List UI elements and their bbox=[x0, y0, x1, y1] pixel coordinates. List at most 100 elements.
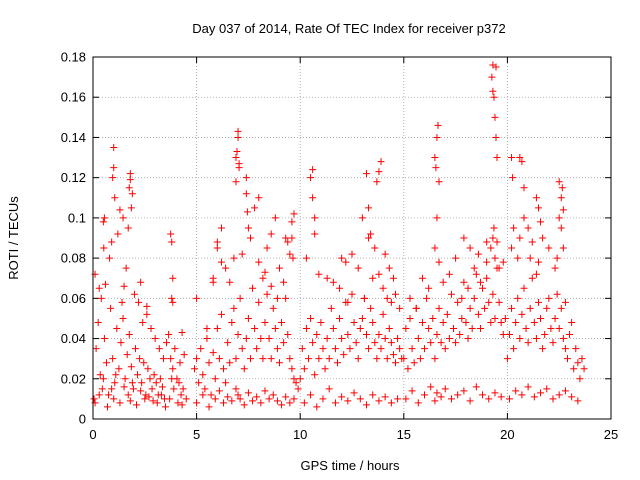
data-point bbox=[485, 298, 493, 306]
data-point bbox=[304, 355, 312, 363]
y-tick-labels: 0 0.02 0.04 0.06 0.08 0.1 0.12 0.14 0.16 0.18 bbox=[61, 50, 86, 427]
data-point bbox=[555, 391, 563, 399]
data-point bbox=[242, 335, 250, 343]
data-point bbox=[514, 254, 522, 262]
data-point bbox=[356, 395, 364, 403]
data-point bbox=[286, 355, 294, 363]
data-point bbox=[512, 318, 520, 326]
data-point bbox=[358, 314, 366, 322]
data-point bbox=[574, 359, 582, 367]
data-point bbox=[175, 379, 183, 387]
data-point bbox=[302, 254, 310, 262]
data-point bbox=[458, 314, 466, 322]
data-point bbox=[290, 375, 298, 383]
data-point bbox=[244, 224, 252, 232]
data-point bbox=[371, 244, 379, 252]
data-point bbox=[537, 218, 545, 226]
data-point bbox=[137, 387, 145, 395]
data-point bbox=[228, 397, 236, 405]
data-point bbox=[427, 383, 435, 391]
data-point bbox=[402, 325, 410, 332]
data-point bbox=[123, 351, 131, 359]
data-point bbox=[232, 178, 240, 186]
data-point bbox=[492, 63, 500, 71]
data-point bbox=[572, 345, 580, 353]
data-point bbox=[524, 224, 532, 232]
data-point bbox=[431, 154, 439, 162]
data-point bbox=[240, 365, 248, 373]
data-point bbox=[532, 335, 540, 343]
data-point bbox=[170, 385, 178, 393]
data-point bbox=[329, 325, 337, 332]
data-point bbox=[432, 164, 440, 172]
data-point bbox=[233, 148, 241, 156]
data-point bbox=[528, 238, 536, 246]
data-point bbox=[570, 365, 578, 373]
data-point bbox=[111, 379, 119, 387]
data-point bbox=[120, 282, 128, 290]
data-point bbox=[574, 397, 582, 405]
y-tick-label: 0.02 bbox=[61, 371, 86, 386]
data-point bbox=[441, 385, 449, 393]
data-point bbox=[309, 194, 317, 202]
data-point bbox=[98, 385, 106, 393]
data-point bbox=[416, 355, 424, 363]
data-point bbox=[458, 294, 466, 302]
data-point bbox=[363, 401, 371, 409]
data-point bbox=[396, 345, 404, 353]
data-point bbox=[348, 250, 356, 258]
data-point bbox=[427, 339, 435, 347]
data-point bbox=[317, 318, 325, 326]
data-point bbox=[153, 399, 161, 407]
data-point bbox=[282, 234, 290, 242]
data-point bbox=[137, 278, 145, 286]
data-point bbox=[375, 397, 383, 405]
data-point bbox=[375, 331, 383, 339]
data-point bbox=[141, 395, 149, 403]
data-point bbox=[466, 304, 474, 312]
data-point bbox=[195, 379, 203, 387]
data-point bbox=[524, 339, 532, 347]
data-point bbox=[539, 234, 547, 242]
y-tick-label: 0 bbox=[79, 412, 86, 427]
data-point bbox=[211, 395, 219, 403]
data-point bbox=[265, 395, 273, 403]
data-point bbox=[354, 264, 362, 272]
x-tick-label: 25 bbox=[604, 427, 618, 442]
data-point bbox=[284, 331, 292, 339]
data-point bbox=[338, 254, 346, 262]
y-tick-label: 0.16 bbox=[61, 90, 86, 105]
data-point bbox=[342, 258, 350, 266]
data-point bbox=[492, 133, 500, 141]
data-point bbox=[545, 294, 553, 302]
data-point bbox=[319, 345, 327, 353]
data-point bbox=[176, 359, 184, 367]
data-point bbox=[528, 274, 536, 282]
data-point bbox=[265, 335, 273, 343]
data-point bbox=[354, 355, 362, 363]
data-point bbox=[100, 214, 108, 222]
data-point bbox=[534, 204, 542, 212]
data-point bbox=[168, 294, 176, 302]
data-point bbox=[102, 359, 110, 367]
data-point bbox=[155, 345, 163, 353]
data-point bbox=[126, 176, 134, 184]
data-point bbox=[508, 154, 516, 162]
data-point bbox=[180, 351, 188, 359]
data-point bbox=[489, 290, 497, 298]
data-point bbox=[447, 395, 455, 403]
data-point bbox=[434, 121, 442, 129]
data-point bbox=[109, 355, 117, 363]
data-point bbox=[578, 355, 586, 363]
data-point bbox=[518, 310, 526, 318]
data-point bbox=[325, 385, 333, 393]
data-point bbox=[249, 397, 257, 405]
data-point bbox=[159, 355, 167, 363]
data-point bbox=[363, 170, 371, 178]
data-point bbox=[255, 258, 263, 266]
data-point bbox=[213, 238, 221, 246]
data-point bbox=[516, 154, 524, 162]
data-point bbox=[329, 278, 337, 286]
data-point bbox=[568, 318, 576, 326]
data-point bbox=[487, 318, 495, 326]
